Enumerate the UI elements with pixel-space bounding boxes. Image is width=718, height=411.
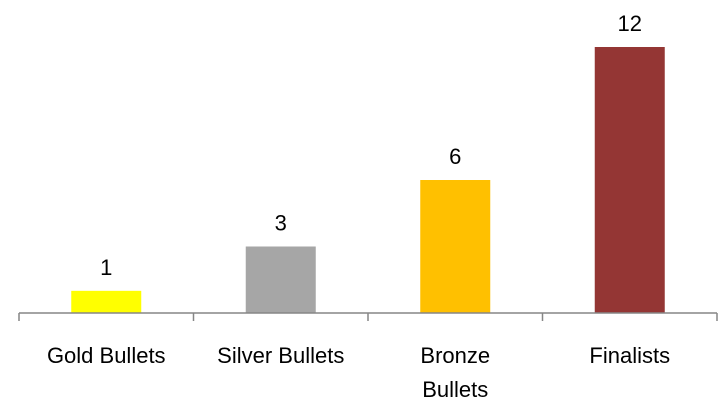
data-label: 3 [275,211,287,236]
data-label: 1 [100,255,112,280]
x-tick-label: Bronze Bullets [420,343,490,402]
x-tick-label: Silver Bullets [217,343,344,368]
x-axis [18,312,718,321]
x-tick-label-line: Bullets [422,377,488,402]
data-label: 6 [449,144,461,169]
bar [71,290,142,313]
bars-layer [71,47,665,313]
bar [594,47,665,313]
x-tick-label: Finalists [589,343,670,368]
x-tick-label: Gold Bullets [47,343,166,368]
x-axis-tick-labels: Gold Bullets Silver Bullets Bronze Bullets F… [47,343,670,402]
bar [420,180,491,313]
data-labels-layer: 1 3 6 12 [100,11,642,280]
x-tick-label-line: Silver Bullets [217,343,344,368]
x-tick-label-line: Bronze [420,343,490,368]
x-tick-label-line: Gold Bullets [47,343,166,368]
x-tick-label-line: Finalists [589,343,670,368]
data-label: 12 [618,11,642,36]
bar [245,246,316,313]
